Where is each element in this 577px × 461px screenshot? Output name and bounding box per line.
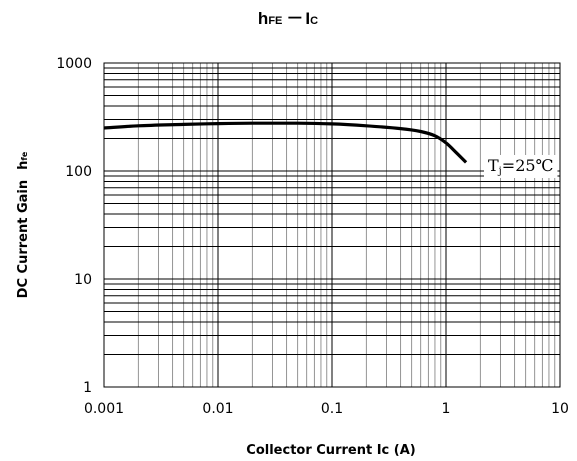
x-tick-label: 0.1 bbox=[321, 401, 343, 417]
chart-title: hFE － IC bbox=[258, 9, 318, 28]
title-separator: － bbox=[286, 9, 303, 28]
curve-annotation: Tj=25℃ bbox=[488, 156, 553, 177]
annotation-sub: j bbox=[498, 166, 502, 177]
y-tick-label: 1 bbox=[83, 380, 92, 396]
plot-frame bbox=[103, 62, 561, 388]
title-part-1: h bbox=[258, 9, 268, 28]
y-axis-label-sub: h bbox=[16, 161, 31, 170]
title-sub-2: C bbox=[310, 15, 318, 27]
y-tick-label: 1000 bbox=[56, 56, 92, 72]
x-tick-label: 0.01 bbox=[202, 401, 233, 417]
title-part-2: I bbox=[305, 9, 310, 28]
y-axis-label-sub-suffix: fe bbox=[20, 151, 29, 160]
grid-lines bbox=[104, 63, 560, 387]
x-tick-label: 0.001 bbox=[84, 401, 124, 417]
annotation-main: T bbox=[488, 156, 499, 175]
x-axis-label: Collector Current Ic (A) bbox=[246, 443, 415, 458]
tick-labels: 0.001 0.01 0.1 1 10 1 10 100 1000 bbox=[56, 56, 569, 417]
annotation-background bbox=[484, 155, 558, 178]
annotation-rest: =25℃ bbox=[502, 156, 554, 175]
title-sub-1: FE bbox=[268, 15, 282, 27]
y-axis-label-main: DC Current Gain bbox=[16, 180, 31, 298]
x-tick-label: 1 bbox=[442, 401, 451, 417]
x-tick-label: 10 bbox=[551, 401, 569, 417]
y-tick-label: 100 bbox=[65, 164, 92, 180]
series-line bbox=[103, 121, 468, 164]
y-axis-label: DC Current Gain hfe bbox=[16, 151, 31, 298]
y-tick-label: 10 bbox=[74, 272, 92, 288]
